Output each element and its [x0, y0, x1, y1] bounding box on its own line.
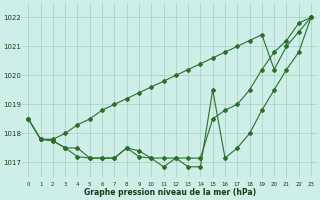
X-axis label: Graphe pression niveau de la mer (hPa): Graphe pression niveau de la mer (hPa) [84, 188, 256, 197]
